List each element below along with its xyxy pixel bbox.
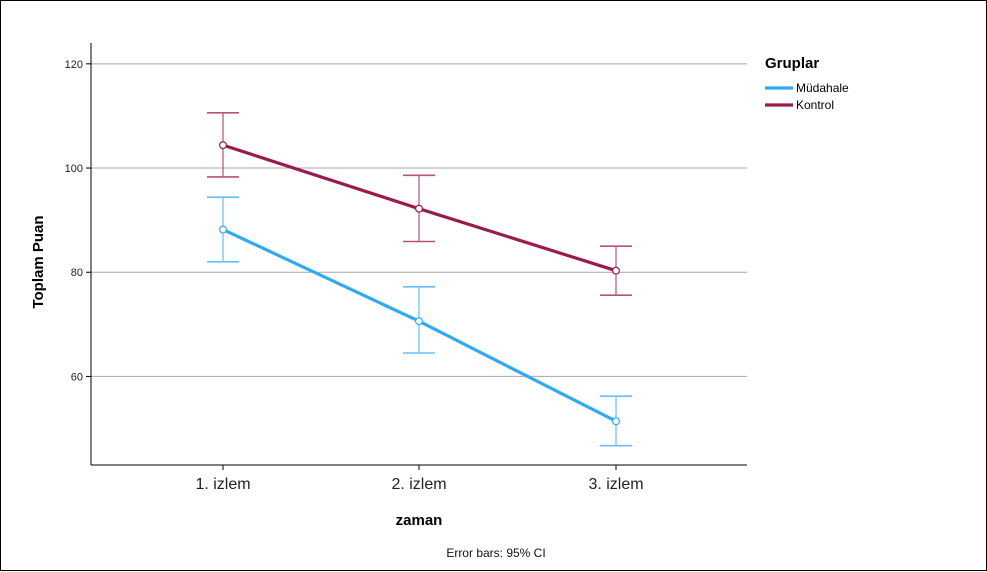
data-point	[415, 317, 424, 326]
series-müdahale	[207, 196, 632, 447]
data-point	[611, 266, 620, 275]
series	[207, 112, 632, 447]
error-bars-footnote: Error bars: 95% CI	[446, 546, 545, 560]
x-tick-label: 3. izlem	[588, 476, 643, 493]
y-tick-label: 60	[71, 371, 83, 383]
x-tick-label: 1. izlem	[195, 476, 250, 493]
gridlines	[91, 63, 747, 377]
y-tick-label: 80	[71, 267, 83, 279]
data-point	[611, 417, 620, 426]
legend-label: Kontrol	[796, 98, 834, 112]
x-tick-label: 2. izlem	[391, 476, 446, 493]
y-tick-label: 120	[65, 59, 83, 71]
data-point	[219, 225, 228, 234]
y-tick-labels: 60 80 100 120	[65, 59, 91, 383]
y-tick-label: 100	[65, 163, 83, 175]
x-tick-labels: 1. izlem 2. izlem 3. izlem	[195, 465, 644, 493]
x-axis-title: zaman	[396, 512, 443, 529]
legend: Gruplar Müdahale Kontrol	[765, 55, 849, 112]
series-kontrol	[207, 112, 632, 296]
legend-title: Gruplar	[765, 55, 819, 72]
legend-label: Müdahale	[796, 81, 849, 95]
y-axis-title: Toplam Puan	[30, 215, 47, 308]
data-point	[415, 204, 424, 213]
data-point	[219, 141, 228, 150]
legend-items: Müdahale Kontrol	[765, 81, 849, 112]
axes	[90, 43, 747, 466]
